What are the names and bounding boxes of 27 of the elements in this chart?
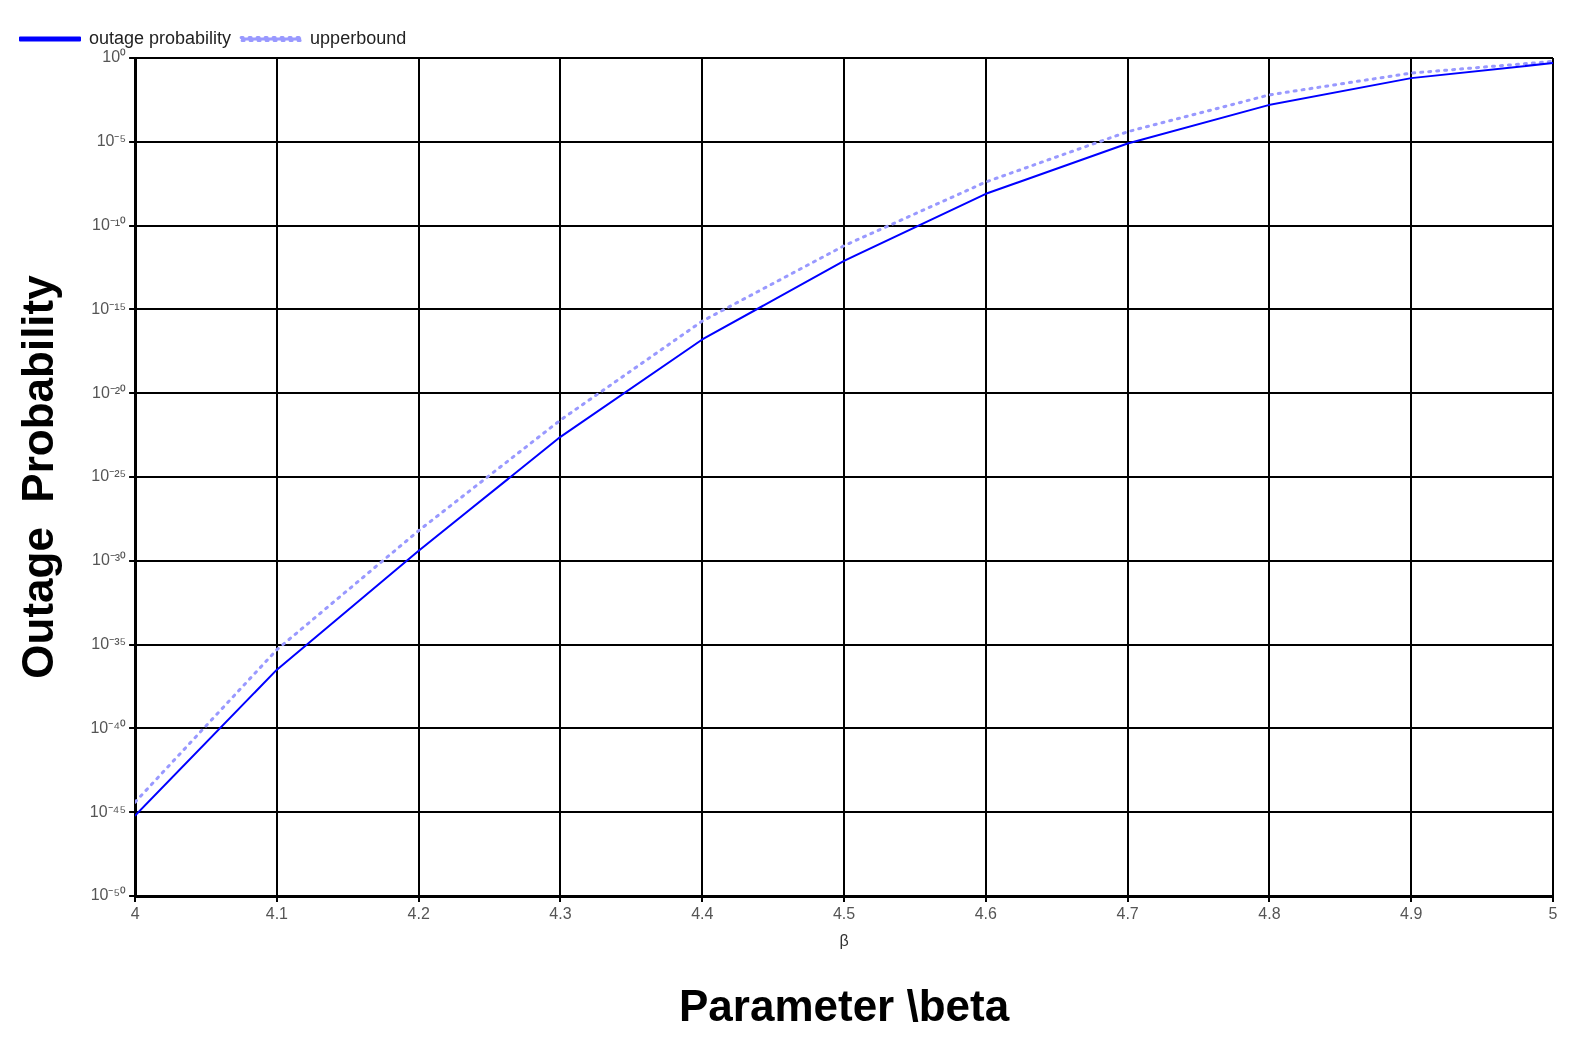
legend-label: upperbound (310, 27, 407, 48)
x-tick-label: 4.5 (832, 905, 856, 923)
y-tick-label: 10⁻¹⁵ (91, 299, 127, 317)
y-tick-label: 10⁻⁵⁰ (90, 886, 127, 904)
x-tick-label: 4 (130, 905, 140, 923)
x-tick-label: 5 (1548, 905, 1558, 923)
y-tick-label: 10⁻⁴⁵ (89, 802, 127, 820)
y-tick-label: 10⁻²⁰ (91, 383, 127, 401)
legend-label: outage probability (89, 27, 232, 48)
y-tick-label: 10⁻⁵ (96, 132, 127, 150)
x-tick-label: 4.8 (1258, 905, 1281, 923)
y-axis-title: Outage Probability (12, 274, 62, 679)
x-tick-label: 4.6 (974, 905, 998, 923)
y-tick-label: 10⁻³⁵ (91, 635, 127, 653)
y-tick-label: 10⁻²⁵ (91, 467, 127, 485)
x-tick-label: 4.7 (1116, 905, 1139, 923)
text: β (839, 932, 849, 950)
x-tick-label: 4.3 (549, 905, 572, 923)
y-tick-label: 10⁻¹⁰ (91, 216, 127, 234)
x-tick-label: 4.9 (1400, 905, 1423, 923)
y-tick-label: 10⁰ (102, 48, 127, 66)
x-tick-label: 4.4 (691, 905, 714, 923)
x-axis-title: Parameter \beta (678, 980, 1010, 1030)
y-tick-label: 10⁻³⁰ (91, 551, 127, 569)
y-tick-label: 10⁻⁴⁰ (90, 718, 127, 736)
x-tick-label: 4.1 (265, 905, 289, 923)
x-tick-label: 4.2 (407, 905, 430, 923)
